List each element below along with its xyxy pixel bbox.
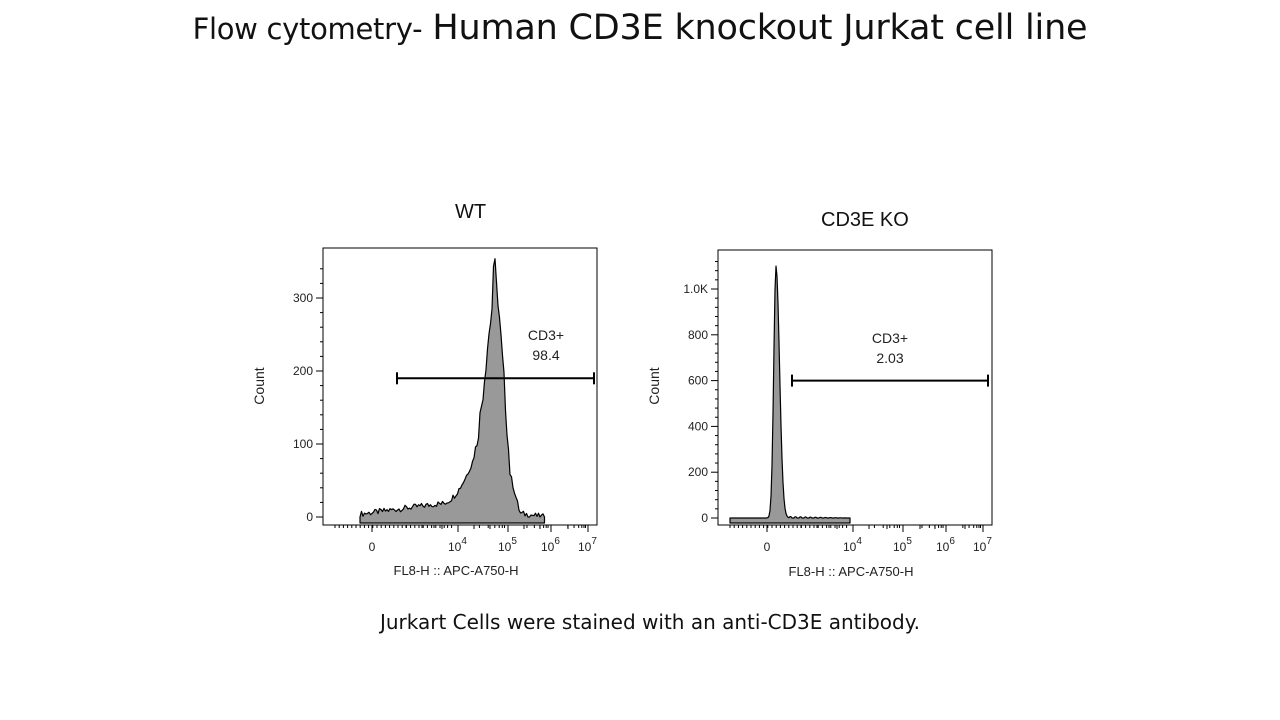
x-tick-label: 0	[764, 540, 771, 554]
x-tick-exponent: 4	[461, 536, 467, 547]
x-tick-label: 0	[369, 540, 376, 554]
y-axis-label: Count	[646, 367, 662, 404]
x-tick-label: 104	[843, 536, 862, 554]
x-tick-label: 106	[541, 536, 560, 554]
y-tick-label: 1.0K	[683, 282, 708, 296]
y-tick-label: 400	[688, 419, 708, 433]
histogram-ko: 0 200 400 600 800 1.0K Count 0 104 105 106 107 FL8-H…	[646, 249, 993, 579]
gate-percent: 98.4	[532, 347, 559, 363]
x-tick-exponent: 6	[554, 536, 560, 547]
x-tick-label: 104	[448, 536, 467, 554]
x-tick-exponent: 4	[856, 536, 862, 547]
title-main: Human CD3E knockout Jurkat cell line	[432, 8, 1088, 48]
x-tick-exponent: 7	[591, 536, 597, 547]
plot-frame	[322, 247, 598, 526]
figure-caption: Jurkart Cells were stained with an anti-…	[379, 610, 921, 634]
gate-name: CD3+	[528, 327, 564, 343]
y-tick-label: 0	[306, 510, 313, 524]
panel-label-ko: CD3E KO	[821, 209, 909, 231]
histogram-area	[359, 258, 546, 524]
slide-title: Flow cytometry- Human CD3E knockout Jurk…	[0, 8, 1280, 48]
y-tick-label: 0	[701, 511, 708, 525]
y-tick-label: 600	[688, 374, 708, 388]
x-axis-label: FL8-H :: APC-A750-H	[394, 563, 519, 578]
x-tick-exponent: 5	[906, 536, 912, 547]
x-tick-exponent: 5	[511, 536, 517, 547]
panel-label-wt: WT	[455, 201, 487, 223]
y-tick-label: 200	[688, 465, 708, 479]
title-prefix: Flow cytometry-	[192, 12, 423, 46]
y-tick-label: 200	[293, 364, 313, 378]
x-tick-label: 107	[973, 536, 992, 554]
y-tick-label: 100	[293, 437, 313, 451]
x-tick-exponent: 7	[986, 536, 992, 547]
x-tick-label: 105	[498, 536, 517, 554]
x-tick-label: 105	[893, 536, 912, 554]
gate-percent: 2.03	[876, 350, 903, 366]
gate-name: CD3+	[872, 330, 908, 346]
plot-frame	[717, 249, 993, 526]
x-tick-label: 106	[936, 536, 955, 554]
y-tick-label: 800	[688, 328, 708, 342]
x-tick-exponent: 6	[949, 536, 955, 547]
x-tick-label: 107	[578, 536, 597, 554]
histogram-area	[729, 265, 851, 524]
y-tick-label: 300	[293, 291, 313, 305]
x-axis-label: FL8-H :: APC-A750-H	[789, 564, 914, 579]
y-axis-label: Count	[251, 367, 267, 404]
